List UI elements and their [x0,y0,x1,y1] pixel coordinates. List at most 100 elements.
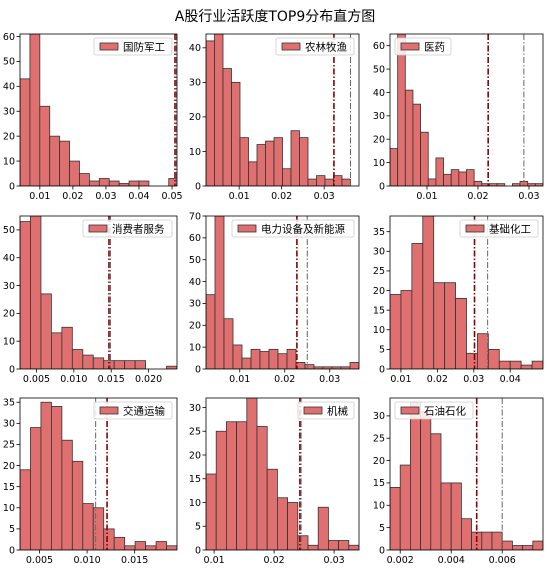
legend-swatch [281,42,301,51]
legend: 农林牧渔 [275,37,355,56]
histogram-bar [522,545,534,550]
histogram-bar [108,180,120,186]
y-tick-label: 50 [189,255,201,266]
x-tick-label: 0.005 [26,555,53,566]
histogram-bar [409,402,421,550]
x-tick-label: 0.010 [60,374,87,385]
y-tick-label: 5 [379,345,385,356]
legend: 石油石化 [394,401,474,420]
y-tick-label: 20 [373,135,385,146]
legend-label: 医药 [424,42,445,54]
subplot-9: 0.002 0.004 0.006 0 5 10 15 20 25 30 石油石化 [373,397,544,566]
x-tick-label: 0.01 [416,191,437,202]
y-tick-label: 0 [195,364,201,375]
histogram-bar [427,178,437,186]
histogram-bar [20,78,31,186]
x-tick-label: 0.03 [463,374,484,385]
x-tick-label: 0.03 [319,374,340,385]
histogram-bar [206,294,216,369]
plot-frame [19,33,178,187]
histogram-bar [399,464,411,550]
histogram-bar [124,360,136,369]
y-tick-label: 25 [189,427,201,438]
histogram-bar [411,243,424,369]
histogram-bar [79,173,90,186]
histogram-bar [20,469,31,550]
histogram-bar [51,332,63,369]
legend-swatch [237,224,257,233]
y-tick-label: 25 [373,266,385,277]
histogram-bar [422,216,435,369]
x-tick-label: 0.02 [427,374,448,385]
legend-label: 交通运输 [123,405,165,418]
subplot-7: 0.005 0.010 0.015 0 5 10 15 20 25 30 35 交通运输 [3,398,178,566]
histogram-bar [282,168,292,186]
histogram-bar [40,401,52,550]
y-tick-label: 0 [9,364,15,375]
legend: 医药 [394,37,452,56]
histogram-bar [286,348,297,369]
histogram-bar [250,348,261,369]
histogram-bar [134,541,146,550]
histogram-bar [487,348,500,369]
histogram-bar [69,160,80,186]
y-tick-label: 15 [373,478,385,489]
y-tick-label: 0 [195,181,201,192]
histogram-bar [420,131,429,186]
y-tick-label: 10 [373,501,385,512]
plot-frame [389,215,544,370]
histogram-bar [214,216,225,369]
histogram-bar [239,137,249,186]
histogram-bar [223,318,234,369]
histogram-bar [307,178,317,186]
histogram-bar [236,421,248,550]
histogram-bar [390,294,402,369]
histogram-bar [304,364,315,369]
y-tick-label: 0 [195,545,201,556]
histogram-bar [61,326,73,369]
legend-swatch [99,42,119,51]
y-tick-label: 5 [379,523,385,534]
y-tick-label: 50 [3,57,15,68]
histogram-bar [29,34,41,186]
histogram-bar [349,362,359,369]
subplot-2: 0.01 0.02 0.03 0 10 20 30 40 农林牧渔 [189,33,360,202]
x-tick-label: 0.05 [161,191,182,202]
histogram-bar [61,439,73,550]
legend: 电力设备及新能源 [231,219,355,238]
x-tick-label: 0.04 [128,191,149,202]
histogram-bar [390,487,401,550]
histogram-bar [168,178,177,186]
subplot-3: 0.01 0.02 0.03 0 10 20 30 40 50 60 医药 [373,33,544,202]
y-tick-label: 20 [3,461,15,472]
legend-label: 消费者服务 [112,223,165,236]
histogram-bar [512,545,524,550]
y-tick-label: 20 [373,456,385,467]
y-tick-label: 40 [3,253,15,264]
y-tick-label: 40 [373,88,385,99]
histogram-bar [273,137,283,186]
subplot-8: 0.01 0.02 0.03 0 5 10 15 20 25 30 机械 [189,397,360,566]
histogram-bar [256,426,268,550]
y-tick-label: 30 [373,247,385,258]
histogram-bar [166,365,177,369]
histogram-bar [259,351,270,369]
legend-swatch [88,224,108,233]
y-tick-label: 20 [373,286,385,297]
histogram-bar [509,360,522,369]
y-tick-label: 30 [189,403,201,414]
histogram-bar [113,536,126,550]
histogram-bar [466,352,478,369]
histogram-bar [307,544,319,550]
plot-frame [205,215,360,370]
y-tick-label: 10 [189,498,201,509]
histogram-bar [138,180,150,186]
legend-label: 电力设备及新能源 [261,223,345,236]
x-tick-label: 0.004 [438,555,465,566]
plot-frame [389,397,544,551]
y-tick-label: 35 [373,227,385,238]
y-tick-label: 20 [189,321,201,332]
histogram-bar [440,482,452,550]
histogram-bar [98,178,110,186]
legend-label: 农林牧渔 [305,41,347,54]
